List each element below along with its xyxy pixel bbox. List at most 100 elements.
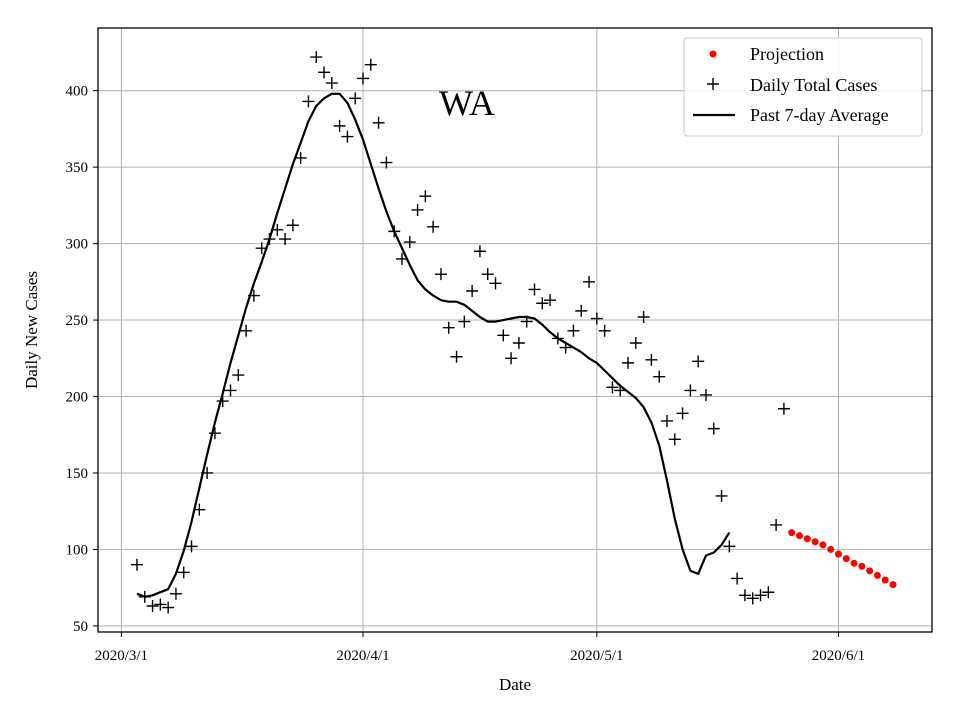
- y-tick-label: 350: [66, 160, 89, 176]
- daily-case-point: [185, 540, 198, 553]
- y-tick-label: 100: [66, 542, 89, 558]
- daily-case-point: [699, 388, 712, 401]
- daily-case-point: [762, 586, 775, 599]
- daily-case-point: [411, 203, 424, 216]
- daily-case-point: [567, 324, 580, 337]
- daily-case-point: [333, 119, 346, 132]
- daily-case-point: [419, 190, 432, 203]
- daily-case-point: [777, 402, 790, 415]
- projection-point: [889, 581, 897, 589]
- legend: Projection Daily Total Cases Past 7-day …: [683, 37, 923, 137]
- daily-case-point: [466, 285, 479, 298]
- daily-case-point: [279, 233, 292, 246]
- projection-point: [866, 567, 874, 575]
- series-layer: [130, 51, 897, 614]
- daily-case-point: [707, 422, 720, 435]
- projection-point: [819, 541, 827, 549]
- daily-case-point: [590, 312, 603, 325]
- daily-case-point: [489, 277, 502, 290]
- daily-case-point: [372, 116, 385, 129]
- daily-case-point: [598, 324, 611, 337]
- daily-case-point: [263, 233, 276, 246]
- x-axis-label: Date: [499, 675, 531, 694]
- daily-case-point: [676, 407, 689, 420]
- daily-case-point: [481, 268, 494, 281]
- daily-case-point: [544, 294, 557, 307]
- daily-case-point: [575, 304, 588, 317]
- daily-case-point: [528, 283, 541, 296]
- grid-layer: [98, 28, 932, 632]
- daily-case-point: [224, 384, 237, 397]
- daily-case-point: [310, 51, 323, 64]
- y-tick-label: 250: [66, 313, 89, 329]
- daily-case-point: [247, 289, 260, 302]
- chart-annotation: WA: [439, 83, 495, 123]
- daily-case-point: [177, 566, 190, 579]
- daily-case-point: [723, 540, 736, 553]
- daily-case-point: [715, 489, 728, 502]
- daily-case-point: [341, 130, 354, 143]
- daily-case-point: [138, 590, 151, 603]
- y-tick-label: 300: [66, 237, 89, 253]
- legend-plus-marker: [707, 78, 719, 90]
- projection-point: [795, 532, 803, 540]
- daily-case-point: [286, 219, 299, 232]
- daily-case-point: [520, 315, 533, 328]
- projection-point: [834, 550, 842, 558]
- legend-item-7day-average: Past 7-day Average: [693, 105, 889, 125]
- daily-case-point: [653, 370, 666, 383]
- daily-case-point: [380, 156, 393, 169]
- projection-point: [842, 555, 850, 563]
- daily-case-point: [294, 151, 307, 164]
- daily-case-point: [512, 336, 525, 349]
- projection-point: [827, 545, 835, 553]
- y-tick-label: 150: [66, 466, 89, 482]
- daily-case-point: [473, 245, 486, 258]
- y-tick-label: 200: [66, 390, 89, 406]
- daily-case-point: [216, 395, 229, 408]
- daily-case-point: [388, 225, 401, 238]
- daily-case-point: [746, 592, 759, 605]
- daily-case-point: [458, 315, 471, 328]
- daily-case-point: [738, 589, 751, 602]
- daily-case-point: [302, 95, 315, 108]
- x-tick-label: 2020/5/1: [570, 648, 623, 664]
- daily-case-point: [232, 369, 245, 382]
- daily-case-point: [162, 601, 175, 614]
- y-tick-label: 50: [73, 619, 88, 635]
- daily-case-point: [606, 381, 619, 394]
- daily-case-point: [130, 558, 143, 571]
- daily-case-point: [193, 503, 206, 516]
- legend-label-projection: Projection: [750, 44, 824, 64]
- daily-case-point: [754, 589, 767, 602]
- daily-case-point: [318, 66, 331, 79]
- daily-case-point: [637, 311, 650, 324]
- daily-case-point: [583, 275, 596, 288]
- legend-label-daily-total: Daily Total Cases: [750, 75, 877, 95]
- daily-case-point: [325, 77, 338, 90]
- daily-case-point: [684, 384, 697, 397]
- daily-case-point: [645, 353, 658, 366]
- daily-case-point: [349, 92, 362, 105]
- projection-point: [803, 535, 811, 543]
- daily-case-point: [442, 321, 455, 334]
- daily-case-point: [497, 329, 510, 342]
- legend-box: [683, 37, 923, 137]
- daily-case-point: [201, 466, 214, 479]
- projection-point: [850, 559, 858, 567]
- legend-item-daily-total: Daily Total Cases: [707, 75, 877, 95]
- projection-point: [881, 576, 889, 584]
- daily-case-point: [364, 58, 377, 71]
- daily-case-point: [169, 587, 182, 600]
- legend-item-projection: Projection: [709, 44, 824, 64]
- daily-case-point: [434, 268, 447, 281]
- projection-point: [811, 538, 819, 546]
- daily-case-point: [450, 350, 463, 363]
- daily-case-point: [208, 427, 221, 440]
- legend-label-7day-average: Past 7-day Average: [750, 105, 889, 125]
- daily-case-point: [255, 242, 268, 255]
- y-tick-label: 400: [66, 84, 89, 100]
- daily-case-point: [536, 297, 549, 310]
- daily-case-point: [668, 433, 681, 446]
